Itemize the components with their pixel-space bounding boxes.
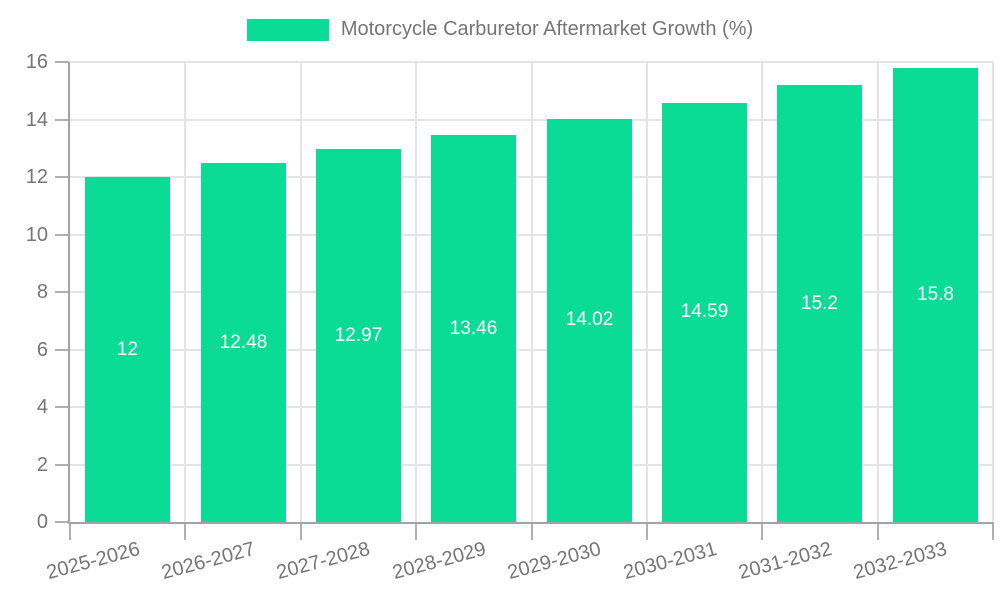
- bar-2029-2030[interactable]: [547, 118, 632, 522]
- y-axis-tick: [55, 291, 69, 293]
- x-axis-tick: [992, 522, 994, 540]
- legend-swatch[interactable]: [246, 18, 329, 41]
- x-axis-tick: [530, 522, 533, 540]
- x-axis-tick: [184, 522, 187, 540]
- bar-2032-2033[interactable]: [893, 67, 978, 522]
- x-axis-label: 2027-2028: [274, 538, 373, 585]
- y-axis-label: 6: [36, 338, 48, 361]
- x-axis-tick: [415, 522, 418, 540]
- bar-2028-2029[interactable]: [431, 135, 516, 522]
- gridline-vertical: [876, 62, 879, 522]
- bar-2030-2031[interactable]: [662, 102, 747, 522]
- x-axis-label: 2032-2033: [851, 538, 950, 585]
- x-axis-label: 2031-2032: [736, 538, 835, 585]
- gridline-vertical: [530, 62, 533, 522]
- y-axis-label: 14: [25, 108, 48, 131]
- y-axis-label: 16: [25, 51, 48, 73]
- y-axis-line: [68, 62, 70, 524]
- y-axis-label: 12: [25, 166, 48, 188]
- y-axis-tick: [55, 348, 69, 351]
- gridline-vertical: [645, 62, 648, 522]
- y-axis-label: 4: [36, 396, 48, 418]
- x-axis-tick: [645, 522, 648, 540]
- y-axis-tick: [55, 118, 69, 121]
- y-axis-tick: [55, 233, 69, 236]
- y-axis-tick: [55, 521, 69, 523]
- y-axis-tick: [55, 463, 69, 466]
- bar-2026-2027[interactable]: [201, 163, 286, 522]
- gridline-vertical: [992, 62, 994, 522]
- y-axis-label: 0: [36, 511, 48, 533]
- x-axis-tick: [69, 522, 71, 540]
- bar-2025-2026[interactable]: [85, 177, 170, 522]
- gridline-vertical: [184, 62, 187, 522]
- gridline-vertical: [761, 62, 764, 522]
- x-axis-label: 2030-2031: [621, 538, 720, 585]
- y-axis-label: 10: [25, 223, 48, 246]
- legend[interactable]: Motorcycle Carburetor Aftermarket Growth…: [0, 18, 1000, 41]
- gridline-vertical: [415, 62, 418, 522]
- x-axis-label: 2025-2026: [44, 538, 143, 585]
- x-axis-label: 2026-2027: [159, 538, 258, 585]
- bar-2027-2028[interactable]: [316, 149, 401, 522]
- y-axis-tick: [55, 176, 69, 178]
- x-axis-tick: [761, 522, 764, 540]
- y-axis-tick: [55, 406, 69, 408]
- y-axis-label: 8: [36, 281, 48, 303]
- x-axis-tick: [299, 522, 302, 540]
- x-axis-tick: [876, 522, 879, 540]
- gridline-vertical: [299, 62, 302, 522]
- bar-2031-2032[interactable]: [777, 85, 862, 522]
- x-axis-label: 2028-2029: [390, 538, 489, 585]
- x-axis-line: [68, 522, 993, 524]
- y-axis-tick: [55, 61, 69, 63]
- y-axis-label: 2: [36, 453, 48, 476]
- x-axis-label: 2029-2030: [505, 538, 604, 585]
- legend-label[interactable]: Motorcycle Carburetor Aftermarket Growth…: [340, 18, 754, 40]
